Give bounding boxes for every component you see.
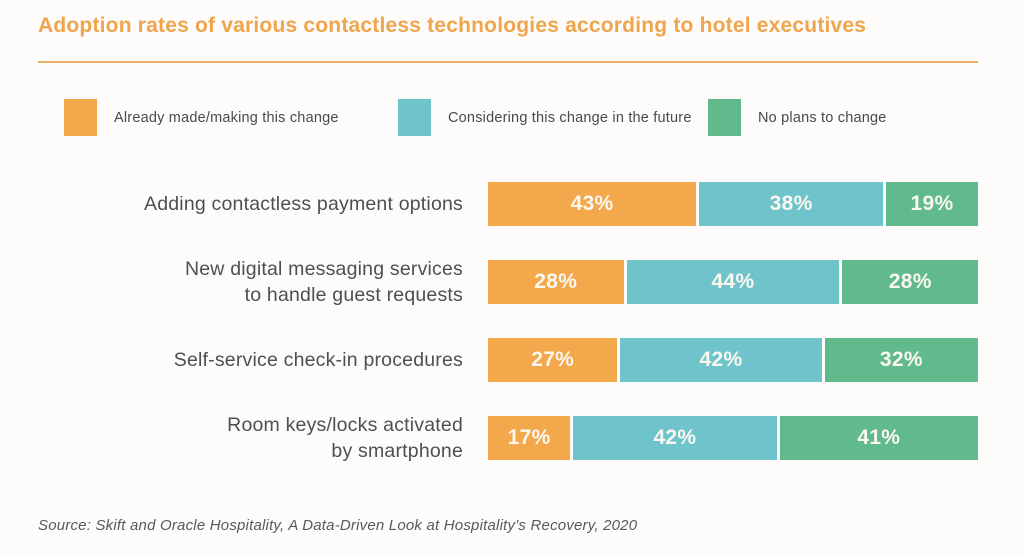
bar-value-label: 41% bbox=[857, 426, 901, 449]
legend-swatch-icon bbox=[398, 99, 431, 136]
bar-segment-considering: 44% bbox=[626, 260, 840, 304]
bar-value-label: 43% bbox=[570, 192, 614, 215]
bar-segment-no-plans: 28% bbox=[842, 260, 978, 304]
category-label: Adding contactless payment options bbox=[144, 193, 463, 215]
category-label: New digital messaging services to handle… bbox=[184, 258, 463, 306]
bar-value-label: 42% bbox=[699, 348, 743, 371]
bar-value-label: 32% bbox=[879, 348, 923, 371]
chart-row: Self-service check-in procedures 27% 42% 32… bbox=[0, 338, 1024, 382]
category-label: Room keys/locks activated by smartphone bbox=[227, 414, 463, 462]
bar-value-label: 28% bbox=[888, 270, 932, 293]
bar-segment-considering: 42% bbox=[620, 338, 822, 382]
stacked-bar: 17% 42% 41% bbox=[488, 416, 978, 460]
legend-label: Considering this change in the future bbox=[448, 109, 692, 126]
stacked-bar: 43% 38% 19% bbox=[488, 182, 978, 226]
chart-rows: Adding contactless payment options 43% 38%… bbox=[0, 182, 1024, 494]
source-note: Source: Skift and Oracle Hospitality, A … bbox=[38, 517, 638, 534]
bar-value-label: 44% bbox=[711, 270, 755, 293]
legend-swatch-icon bbox=[64, 99, 97, 136]
chart-row: New digital messaging services to handle… bbox=[0, 258, 1024, 306]
chart-row: Room keys/locks activated by smartphone 1… bbox=[0, 414, 1024, 462]
bar-value-label: 27% bbox=[531, 348, 575, 371]
bar-segment-no-plans: 41% bbox=[779, 416, 978, 460]
bar-segment-no-plans: 32% bbox=[824, 338, 978, 382]
chart-title: Adoption rates of various contactless te… bbox=[38, 14, 867, 37]
bar-value-label: 28% bbox=[534, 270, 578, 293]
legend-label: No plans to change bbox=[758, 109, 887, 126]
legend-item: No plans to change bbox=[708, 99, 887, 136]
legend-item: Considering this change in the future bbox=[398, 99, 708, 136]
bar-segment-already: 28% bbox=[488, 260, 624, 304]
stacked-bar: 27% 42% 32% bbox=[488, 338, 978, 382]
bar-segment-no-plans: 19% bbox=[886, 182, 978, 226]
bar-segment-considering: 42% bbox=[573, 416, 777, 460]
bar-segment-considering: 38% bbox=[699, 182, 884, 226]
bar-segment-already: 27% bbox=[488, 338, 618, 382]
legend-swatch-icon bbox=[708, 99, 741, 136]
bar-value-label: 17% bbox=[507, 426, 551, 449]
bar-segment-already: 17% bbox=[488, 416, 571, 460]
category-label: Self-service check-in procedures bbox=[173, 349, 463, 371]
bar-segment-already: 43% bbox=[488, 182, 697, 226]
stacked-bar: 28% 44% 28% bbox=[488, 260, 978, 304]
legend-item: Already made/making this change bbox=[64, 99, 398, 136]
legend: Already made/making this change Consideri… bbox=[64, 99, 887, 136]
bar-value-label: 42% bbox=[653, 426, 697, 449]
bar-value-label: 38% bbox=[769, 192, 813, 215]
legend-label: Already made/making this change bbox=[114, 109, 339, 126]
title-divider bbox=[38, 61, 978, 63]
chart-row: Adding contactless payment options 43% 38%… bbox=[0, 182, 1024, 226]
bar-value-label: 19% bbox=[910, 192, 954, 215]
